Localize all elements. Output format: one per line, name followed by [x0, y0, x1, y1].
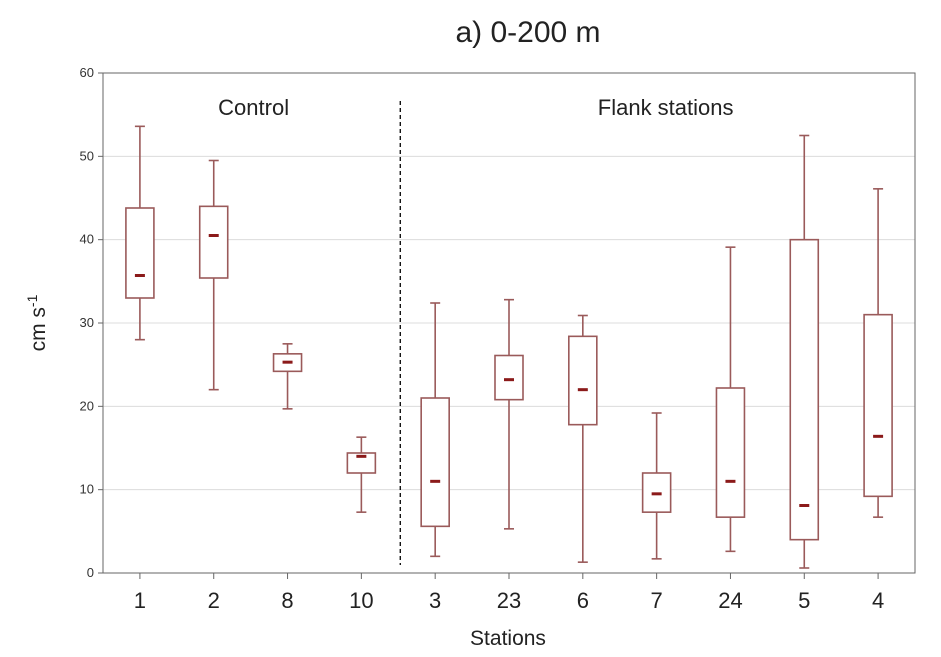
x-tick-label: 7 — [651, 588, 663, 613]
interquartile-box — [494, 354, 524, 401]
plot-frame — [102, 72, 916, 574]
y-tick-label: 0 — [87, 565, 94, 580]
y-tick-label: 50 — [80, 148, 94, 163]
box-station-7 — [641, 412, 672, 560]
chart-title: a) 0-200 m — [455, 16, 600, 49]
box-station-10 — [346, 436, 377, 513]
x-tick-label: 4 — [872, 588, 884, 613]
x-tick-label: 24 — [718, 588, 742, 613]
box-station-24 — [715, 246, 746, 553]
y-axis-label-text: cm s — [27, 307, 50, 351]
box-station-6 — [568, 314, 598, 563]
interquartile-box — [641, 472, 672, 513]
box-station-8 — [272, 343, 303, 410]
interquartile-box — [568, 335, 598, 426]
interquartile-box — [420, 397, 450, 528]
interquartile-box — [789, 238, 820, 541]
interquartile-box — [863, 313, 893, 498]
x-tick-label: 6 — [577, 588, 589, 613]
interquartile-box — [198, 205, 229, 279]
box-station-2 — [198, 159, 229, 391]
y-axis-label-superscript: -1 — [24, 294, 40, 307]
group-label-control: Control — [218, 95, 289, 120]
interquartile-box — [715, 387, 746, 518]
x-axis-label: Stations — [470, 627, 546, 650]
y-tick-label: 10 — [80, 482, 94, 497]
x-tick-label: 3 — [429, 588, 441, 613]
interquartile-box — [346, 452, 377, 474]
y-tick-label: 30 — [80, 315, 94, 330]
y-tick-label: 60 — [80, 65, 94, 80]
box-station-5 — [789, 134, 820, 569]
x-tick-label: 8 — [281, 588, 293, 613]
box-series — [125, 125, 893, 569]
x-tick-label: 10 — [349, 588, 373, 613]
x-tick-label: 5 — [798, 588, 810, 613]
box-station-4 — [863, 188, 893, 518]
x-tick-label: 23 — [497, 588, 521, 613]
box-station-1 — [125, 125, 155, 341]
interquartile-box — [125, 207, 155, 299]
box-station-23 — [494, 298, 524, 530]
box-station-3 — [420, 302, 450, 558]
group-label-flank-stations: Flank stations — [598, 95, 734, 120]
x-tick-label: 1 — [134, 588, 146, 613]
y-axis-label: cm s-1 — [24, 294, 50, 351]
y-axis-ticks: 0 10 20 30 40 50 60 — [80, 65, 103, 580]
x-axis-ticks: 1 2 8 10 3 23 6 7 24 5 4 — [134, 573, 884, 613]
y-tick-label: 20 — [80, 398, 94, 413]
x-tick-label: 2 — [208, 588, 220, 613]
y-tick-label: 40 — [80, 232, 94, 247]
